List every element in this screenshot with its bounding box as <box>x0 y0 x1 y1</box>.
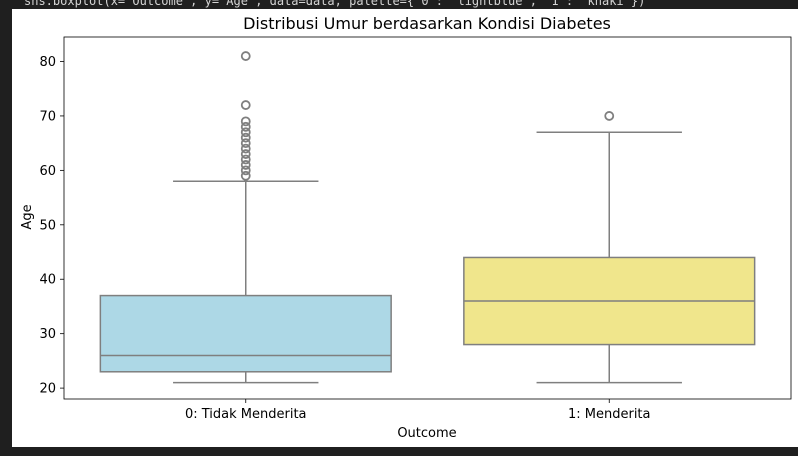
code-cell-text: sns.boxplot(x='Outcome', y='Age', data=d… <box>24 0 646 8</box>
y-tick-label: 20 <box>39 382 56 397</box>
y-tick-label: 40 <box>39 273 56 288</box>
box-iqr <box>99 294 392 373</box>
y-tick-label: 50 <box>39 218 56 233</box>
outlier-point <box>240 165 251 176</box>
boxplot-chart: 20 30 40 50 60 70 80 0: Tidak Menderita 1: Mende… <box>20 14 792 441</box>
outlier-point <box>240 154 251 165</box>
outlier-point <box>240 170 251 181</box>
plot-output: 20 30 40 50 60 70 80 0: Tidak Menderita 1: Mende… <box>12 9 798 447</box>
x-tick-label: 0: Tidak Menderita <box>185 407 307 422</box>
outlier-point <box>240 116 251 127</box>
plot-frame <box>63 36 792 400</box>
y-tick-label: 80 <box>39 55 56 70</box>
outlier-point <box>240 132 251 143</box>
outlier-point <box>240 51 251 61</box>
outlier-point <box>240 143 251 154</box>
outlier-point <box>240 121 251 132</box>
x-axis-label: Outcome <box>397 426 456 441</box>
y-tick-label: 70 <box>39 109 56 124</box>
outlier-point <box>240 100 251 110</box>
x-tick-label: 1: Menderita <box>568 407 651 422</box>
chart-title: Distribusi Umur berdasarkan Kondisi Diab… <box>243 14 611 33</box>
outlier-point <box>604 111 615 121</box>
outlier-point <box>240 127 251 138</box>
outlier-point <box>240 138 251 149</box>
y-tick-label: 60 <box>39 164 56 179</box>
y-tick-label: 30 <box>39 327 56 342</box>
outlier-point <box>240 149 251 159</box>
y-axis-label: Age <box>20 204 35 229</box>
outlier-point <box>240 160 251 170</box>
